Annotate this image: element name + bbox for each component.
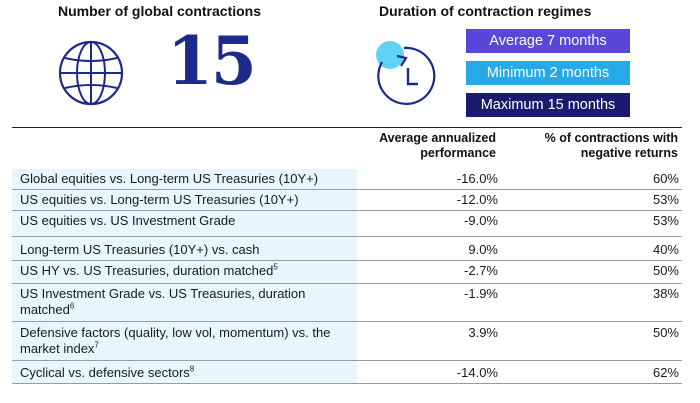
globe-icon xyxy=(58,40,124,106)
row-average-performance: -14.0% xyxy=(456,365,498,380)
column-header-average-performance: Average annualized performance xyxy=(379,131,496,160)
footnote-marker: 5 xyxy=(273,262,278,272)
row-negative-returns: 50% xyxy=(652,263,679,278)
row-label: US equities vs. Long-term US Treasuries … xyxy=(20,192,299,207)
table-row: US equities vs. US Investment Grade -9.0… xyxy=(12,211,682,237)
table-row: US Investment Grade vs. US Treasuries, d… xyxy=(12,284,682,322)
row-label: US Investment Grade vs. US Treasuries, d… xyxy=(20,286,306,317)
maximum-duration-pill: Maximum 15 months xyxy=(466,93,630,117)
row-label: Defensive factors (quality, low vol, mom… xyxy=(20,325,331,356)
table-row: Cyclical vs. defensive sectors8 -14.0% 6… xyxy=(12,361,682,384)
row-negative-returns: 62% xyxy=(652,365,679,380)
row-negative-returns: 50% xyxy=(652,325,679,340)
row-average-performance: -12.0% xyxy=(456,192,498,207)
table-row: US HY vs. US Treasuries, duration matche… xyxy=(12,261,682,284)
contractions-count: 15 xyxy=(167,22,257,100)
duration-heading: Duration of contraction regimes xyxy=(379,3,592,19)
row-label: US HY vs. US Treasuries, duration matche… xyxy=(20,262,278,278)
row-average-performance: -9.0% xyxy=(464,213,498,228)
footnote-marker: 7 xyxy=(94,340,99,350)
table-row: Defensive factors (quality, low vol, mom… xyxy=(12,322,682,361)
row-negative-returns: 53% xyxy=(652,213,679,228)
minimum-duration-pill: Minimum 2 months xyxy=(466,61,630,85)
row-label: Long-term US Treasuries (10Y+) vs. cash xyxy=(20,242,260,257)
contractions-heading: Number of global contractions xyxy=(58,3,262,19)
row-negative-returns: 53% xyxy=(652,192,679,207)
row-average-performance: -1.9% xyxy=(464,286,498,301)
footnote-marker: 8 xyxy=(189,364,195,374)
row-average-performance: -16.0% xyxy=(456,171,498,186)
row-label: US equities vs. US Investment Grade xyxy=(20,213,236,228)
row-average-performance: -2.7% xyxy=(464,263,498,278)
row-label: Cyclical vs. defensive sectors8 xyxy=(20,364,195,380)
row-negative-returns: 38% xyxy=(652,286,679,301)
table-top-rule xyxy=(12,127,682,128)
average-duration-pill: Average 7 months xyxy=(466,29,630,53)
row-negative-returns: 40% xyxy=(652,242,679,257)
column-header-negative-returns: % of contractions with negative returns xyxy=(544,131,678,160)
row-average-performance: 9.0% xyxy=(468,242,498,257)
row-negative-returns: 60% xyxy=(652,171,679,186)
table-row: US equities vs. Long-term US Treasuries … xyxy=(12,190,682,211)
label-column-shading xyxy=(12,169,357,383)
clock-icon xyxy=(376,41,436,105)
table-row: Long-term US Treasuries (10Y+) vs. cash … xyxy=(12,237,682,261)
row-label: Global equities vs. Long-term US Treasur… xyxy=(20,171,319,186)
table-row: Global equities vs. Long-term US Treasur… xyxy=(12,169,682,190)
row-average-performance: 3.9% xyxy=(468,325,498,340)
footnote-marker: 6 xyxy=(69,301,75,311)
